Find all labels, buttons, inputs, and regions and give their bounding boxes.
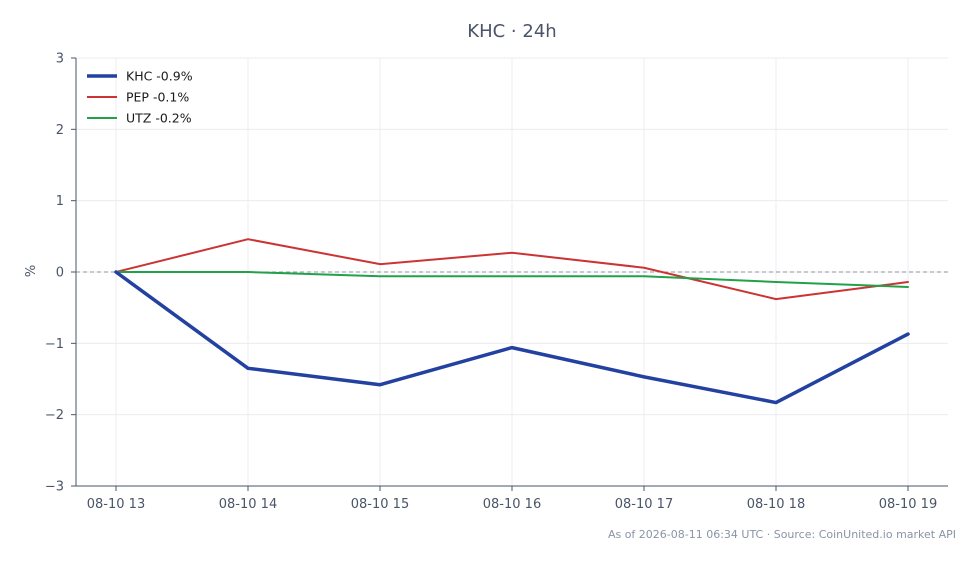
legend-label: PEP -0.1% — [126, 90, 189, 105]
legend-label: UTZ -0.2% — [126, 111, 192, 126]
x-tick-label: 08-10 13 — [87, 497, 145, 512]
x-tick-label: 08-10 14 — [219, 497, 277, 512]
x-tick-label: 08-10 19 — [879, 497, 937, 512]
y-axis-label: % — [24, 265, 39, 277]
x-tick-label: 08-10 18 — [747, 497, 805, 512]
source-footnote: As of 2026-08-11 06:34 UTC · Source: Coi… — [608, 528, 956, 541]
y-tick-label: −2 — [45, 408, 64, 423]
y-tick-label: 0 — [56, 266, 64, 281]
series-line-pep — [115, 238, 909, 301]
y-axis-ticks: 3 2 1 0 −1 −2 −3 — [45, 52, 76, 495]
x-axis-ticks: 08-10 13 08-10 14 08-10 15 08-10 16 08-10 17… — [87, 486, 937, 512]
series-line-utz — [115, 271, 909, 288]
y-tick-label: −1 — [45, 337, 64, 352]
series — [114, 238, 910, 405]
x-tick-label: 08-10 16 — [483, 497, 541, 512]
chart-title: KHC · 24h — [467, 21, 556, 42]
legend-label: KHC -0.9% — [126, 69, 193, 84]
y-tick-label: 2 — [56, 123, 64, 138]
series-line-khc — [114, 270, 910, 405]
y-tick-label: 3 — [56, 52, 64, 67]
x-tick-label: 08-10 17 — [615, 497, 673, 512]
x-tick-label: 08-10 15 — [351, 497, 409, 512]
legend: KHC -0.9% PEP -0.1% UTZ -0.2% — [87, 69, 193, 126]
y-tick-label: 1 — [56, 194, 64, 209]
y-tick-label: −3 — [45, 480, 64, 495]
